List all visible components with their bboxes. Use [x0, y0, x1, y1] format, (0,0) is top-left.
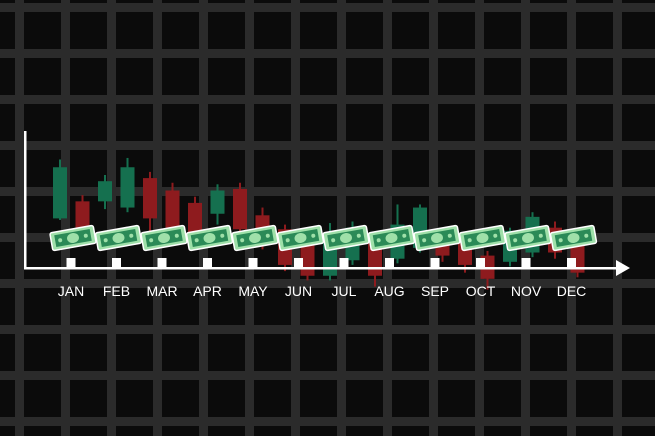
grid-line-vertical: [291, 0, 300, 436]
grid-line-vertical: [245, 0, 254, 436]
banknote-icon: [504, 224, 552, 252]
grid-line-horizontal: [0, 325, 655, 334]
x-tick-label: AUG: [374, 283, 404, 299]
square-tick-icon: [430, 258, 440, 267]
square-tick-icon: [294, 258, 303, 267]
square-tick-icon: [339, 258, 349, 267]
x-tick-label: JUN: [285, 283, 312, 299]
x-tick-label: FEB: [103, 283, 130, 299]
banknote-icon: [185, 224, 234, 252]
x-axis-arrow-icon: [616, 260, 630, 276]
grid-line-vertical: [107, 0, 116, 436]
grid-line-horizontal: [0, 417, 655, 426]
candle-body: [233, 188, 247, 230]
square-tick-icon: [385, 258, 394, 267]
axes: [24, 131, 630, 276]
y-axis-line: [24, 131, 27, 269]
x-tick-label: JAN: [58, 283, 84, 299]
banknote-icon: [549, 224, 598, 252]
candle-body: [210, 190, 225, 214]
candles: [53, 157, 585, 290]
grid-line-horizontal: [0, 3, 655, 12]
square-tick-icon: [521, 258, 531, 267]
square-tick-icon: [248, 258, 258, 267]
x-tick-labels: JAN FEB MAR APR MAY JUN JUL AUG SEP OCT NOV DEC: [58, 283, 587, 299]
candle: [210, 184, 225, 225]
square-tick-icon: [203, 258, 212, 267]
square-tick-icon: [567, 258, 576, 267]
grid-line-vertical: [429, 0, 438, 436]
grid-line-horizontal: [0, 49, 655, 58]
x-tick-label: MAR: [146, 283, 177, 299]
banknotes: [49, 224, 598, 252]
grid-line-horizontal: [0, 95, 655, 104]
candle: [165, 182, 180, 234]
banknote-icon: [322, 224, 370, 252]
grid-line-vertical: [475, 0, 484, 436]
square-tick-icon: [112, 258, 121, 267]
grid-line-vertical: [15, 0, 24, 436]
banknote-icon: [413, 224, 461, 252]
candle: [143, 171, 157, 234]
square-tick-icon: [66, 258, 76, 267]
candle-body: [53, 167, 67, 219]
banknote-icon: [140, 224, 188, 252]
x-axis-line: [24, 267, 619, 270]
grid-line-vertical: [199, 0, 208, 436]
x-tick-label: SEP: [421, 283, 449, 299]
banknote-icon: [231, 224, 279, 252]
candle-body: [120, 167, 135, 208]
grid-line-horizontal: [0, 141, 655, 150]
candle-body: [75, 201, 90, 228]
banknote-icon: [458, 224, 507, 252]
x-tick-label: NOV: [511, 283, 542, 299]
square-tick-icon: [157, 258, 167, 267]
candle: [188, 196, 202, 244]
candle: [75, 195, 90, 237]
grid-line-vertical: [337, 0, 346, 436]
grid-line-vertical: [383, 0, 392, 436]
x-ticks: [66, 258, 576, 267]
grid-line-vertical: [153, 0, 162, 436]
grid-line-horizontal: [0, 187, 655, 196]
candle-body: [188, 202, 202, 236]
x-tick-label: DEC: [557, 283, 587, 299]
candle-body: [143, 178, 157, 219]
banknote-icon: [49, 224, 97, 252]
grid-line-horizontal: [0, 371, 655, 380]
candle: [120, 157, 135, 213]
candle: [53, 159, 67, 220]
x-tick-label: MAY: [238, 283, 268, 299]
x-tick-label: OCT: [466, 283, 496, 299]
square-tick-icon: [476, 258, 485, 267]
candle: [98, 175, 112, 210]
candle-body: [165, 190, 180, 228]
candle-body: [98, 181, 112, 202]
grid-line-vertical: [567, 0, 576, 436]
banknote-icon: [367, 224, 416, 252]
grid-line-vertical: [613, 0, 622, 436]
candle: [233, 182, 247, 234]
grid-line-horizontal: [0, 279, 655, 288]
x-tick-label: JUL: [332, 283, 357, 299]
banknote-icon: [276, 224, 325, 252]
x-tick-label: APR: [193, 283, 222, 299]
banknote-icon: [94, 224, 143, 252]
